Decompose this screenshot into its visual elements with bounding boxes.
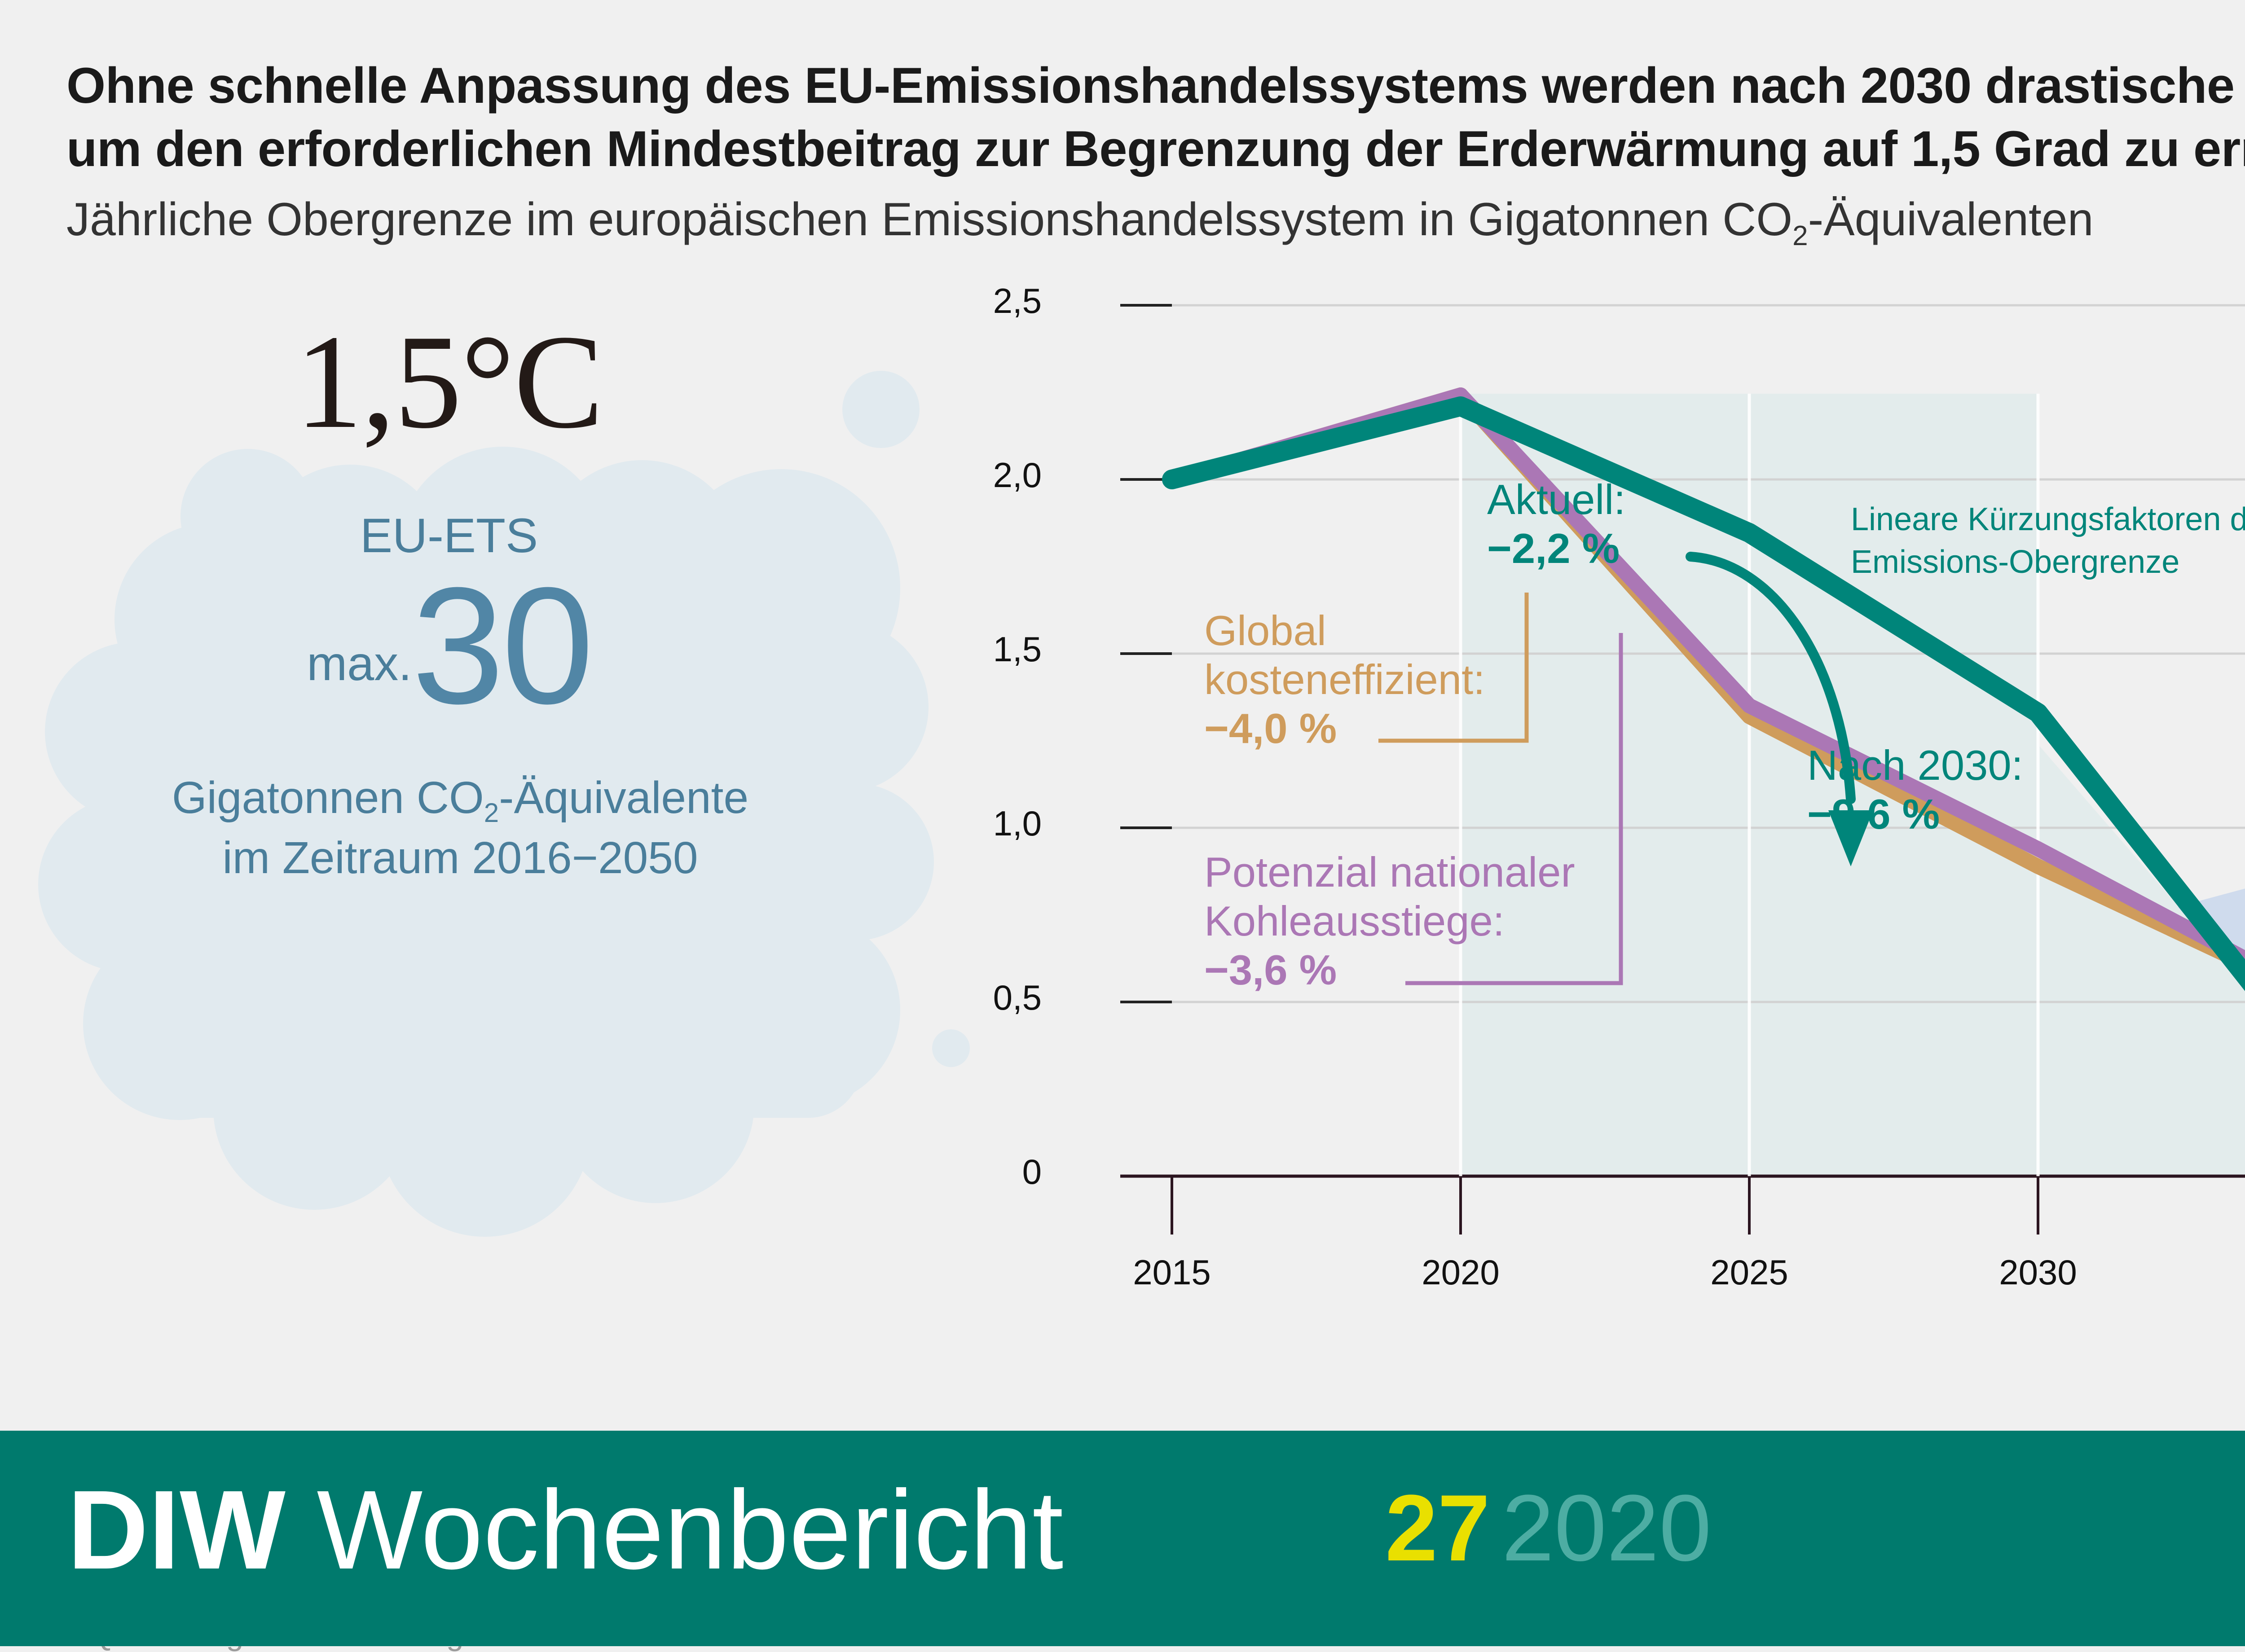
callout-arrow-head: [1828, 810, 1873, 866]
callout-arrow: [1686, 552, 1856, 804]
series-line-kohleausstiege: [1164, 387, 2245, 967]
footer-brand: DIW Wochenbericht: [67, 1474, 1063, 1586]
annotation-kohle-label-l2: Kohleausstiege:: [1204, 897, 1505, 945]
max-prefix-label: max.: [307, 636, 412, 691]
page-subtitle: Jährliche Obergrenze im europäischen Emi…: [66, 189, 2245, 252]
y-tick-label-1-5: 1,5: [993, 629, 1042, 669]
y-tick-label-0: 0: [1022, 1152, 1042, 1191]
annotation-global-label-l2: kosteneffizient:: [1204, 656, 1485, 703]
page-title-line2: um den erforderlichen Mindestbeitrag zur…: [66, 121, 2245, 177]
temperature-target: 1,5°C: [295, 307, 603, 456]
annotation-kohle-label-l1: Potenzial nationaler: [1204, 848, 1575, 896]
y-tick-label-2-5: 2,5: [993, 281, 1042, 321]
budget-figure: max. 30: [0, 553, 898, 738]
subtitle-post: -Äquivalenten: [1808, 193, 2094, 246]
annotation-aktuell-value: −2,2 %: [1487, 525, 1620, 572]
annotation-global-value: −4,0 %: [1204, 705, 1337, 752]
note-line1: Lineare Kürzungsfaktoren der: [1851, 501, 2245, 537]
left-summary-panel: 1,5°C EU-ETS max. 30 Gigatonnen CO2-Äqui…: [0, 265, 1010, 1652]
leader-line-global: [1378, 593, 1529, 743]
page-title-line1: Ohne schnelle Anpassung des EU-Emissions…: [66, 57, 2245, 114]
annotation-aktuell-label: Aktuell:: [1487, 476, 1626, 523]
note-line2: Emissions-Obergrenze: [1851, 544, 2180, 580]
annotation-kohle-value: −3,6 %: [1204, 946, 1337, 994]
budget-caption-post: -Äquivalente: [499, 773, 749, 823]
header: Ohne schnelle Anpassung des EU-Emissions…: [66, 54, 2245, 252]
gridlines: [1172, 304, 2245, 1003]
y-tick-label-0-5: 0,5: [993, 978, 1042, 1017]
annotation-aktuell: Aktuell: −2,2 %: [1487, 475, 1625, 573]
chart-area: 2,5 2,0 1,5 1,0 0,5 0 2015 2020 2025 203…: [993, 283, 2245, 1365]
series-line-aktuell: [1162, 396, 2245, 991]
x-tick-label-2025: 2025: [1710, 1252, 1788, 1292]
x-tick-label-2020: 2020: [1422, 1252, 1500, 1292]
budget-caption-line1: Gigatonnen CO2-Äquivalente: [0, 768, 920, 828]
budget-caption-line2: im Zeitraum 2016−2050: [222, 833, 698, 883]
thought-cloud-shape: [38, 371, 970, 1237]
annotation-nach-2030-value: −9,6 %: [1807, 791, 1940, 838]
footer-brand-bold: DIW: [67, 1467, 286, 1592]
budget-caption-pre: Gigatonnen CO: [172, 773, 484, 823]
issue-year: 2020: [1501, 1475, 1712, 1581]
subtitle-subscript: 2: [1792, 220, 1808, 252]
chart-canvas: [1120, 304, 2245, 1235]
leader-line-kohle: [1405, 633, 1623, 985]
footer-brand-rest: Wochenbericht: [285, 1467, 1064, 1592]
issue-identifier: 27 2020: [1385, 1481, 1712, 1575]
scheme-label: EU-ETS: [360, 508, 538, 562]
budget-caption-subscript: 2: [484, 798, 499, 828]
x-tick-label-2015: 2015: [1133, 1252, 1211, 1292]
annotation-linear-factors-note: Lineare Kürzungsfaktoren der Emissions-O…: [1851, 498, 2245, 584]
subtitle-pre: Jährliche Obergrenze im europäischen Emi…: [66, 193, 1793, 246]
y-tick-marks: [1120, 304, 1172, 1177]
x-tick-label-2030: 2030: [1999, 1252, 2077, 1292]
budget-value: 30: [412, 553, 594, 738]
annotation-nach-2030: Nach 2030: −9,6 %: [1807, 741, 2023, 839]
budget-caption: Gigatonnen CO2-Äquivalente im Zeitraum 2…: [0, 768, 920, 888]
annotation-nach-2030-label: Nach 2030:: [1807, 742, 2023, 789]
annotation-global-label-l1: Global: [1204, 607, 1326, 654]
x-tick-marks: [1171, 1176, 2039, 1235]
y-tick-label-2-0: 2,0: [993, 455, 1042, 495]
annotation-global-kosteneffizient: Global kosteneffizient: −4,0 %: [1204, 606, 1485, 753]
issue-number: 27: [1385, 1475, 1490, 1581]
annotation-kohleausstiege: Potenzial nationaler Kohleausstiege: −3,…: [1204, 848, 1575, 994]
y-tick-label-1-0: 1,0: [993, 804, 1042, 843]
